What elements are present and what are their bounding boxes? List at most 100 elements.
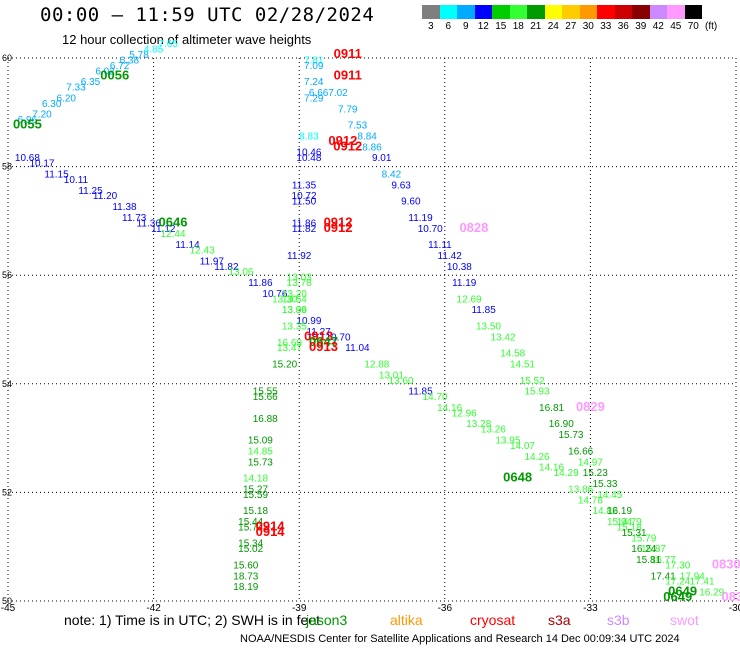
wave-height-label: 11.20 (93, 191, 118, 202)
wave-height-label: 6.72 (110, 61, 130, 72)
wave-height-label: 14.18 (243, 474, 268, 485)
color-scale-label: 15 (495, 21, 507, 32)
color-scale-label: 24 (547, 21, 559, 32)
wave-height-label: 14.70 (423, 392, 448, 403)
wave-height-label: 15.73 (248, 457, 273, 468)
wave-height-label: 5.78 (129, 50, 149, 61)
pass-time-label: 0649 (663, 589, 692, 604)
wave-height-label: 14.07 (510, 441, 535, 452)
wave-height-label: 8.86 (362, 142, 382, 153)
wave-height-label: 7.79 (338, 104, 358, 115)
wave-height-label: 13.06 (282, 305, 307, 316)
color-swatch (597, 5, 615, 19)
wave-height-label: 13.06 (228, 267, 253, 278)
color-scale-label: 42 (652, 21, 664, 32)
wave-height-label: 11.42 (438, 251, 463, 262)
wave-height-label: 15.31 (622, 528, 647, 539)
color-scale-label: 39 (635, 21, 647, 32)
wave-height-label: 15.60 (233, 560, 258, 571)
wave-height-label: 11.86 (292, 218, 317, 229)
pass-time-label: 0914 (256, 518, 286, 533)
wave-height-label: 14.79 (617, 517, 642, 528)
footer-note: note: 1) Time is in UTC; 2) SWH is in fe… (64, 612, 320, 628)
wave-height-label: 10.46 (296, 148, 321, 159)
wave-height-label: 17.24 (665, 577, 690, 588)
wave-height-label: 14.82 (592, 506, 617, 517)
legend-cryosat: cryosat (470, 612, 516, 628)
wave-height-label: 6.96 (18, 115, 38, 126)
wave-height-label: 13.28 (466, 419, 491, 430)
wave-height-label: 10.48 (296, 153, 321, 164)
wave-height-label: 13.01 (379, 370, 404, 381)
color-swatch (579, 5, 597, 19)
wave-height-label: 6.30 (42, 99, 62, 110)
wave-height-label: 12.88 (364, 360, 389, 371)
wave-height-label: 9.63 (391, 180, 411, 191)
x-tick-label: -45 (1, 603, 16, 614)
wave-height-label: 13.20 (282, 289, 307, 300)
wave-height-label: 14.78 (578, 495, 603, 506)
y-tick-label: 52 (2, 487, 12, 497)
wave-height-label: 6.20 (57, 93, 77, 104)
wave-height-label: 13.78 (287, 278, 312, 289)
color-scale-label: 21 (530, 21, 542, 32)
wave-height-label: 13.26 (481, 425, 506, 436)
pass-time-label: 0912 (324, 214, 353, 229)
wave-height-label: 11.82 (214, 262, 239, 273)
pass-time-label: 0831 (722, 589, 740, 604)
color-scale-label: 3 (427, 21, 434, 32)
wave-height-label: 10.72 (292, 191, 317, 202)
wave-height-label: 8.83 (299, 131, 319, 142)
wave-height-label: 17.41 (690, 577, 715, 588)
wave-height-label: 12.69 (457, 294, 482, 305)
wave-height-label: 15.94 (607, 517, 632, 528)
wave-height-label: 15.79 (631, 533, 656, 544)
wave-height-label: 12.44 (160, 229, 185, 240)
legend-s3b: s3b (607, 612, 630, 628)
wave-height-label: 8.84 (357, 131, 377, 142)
color-scale-label: 18 (512, 21, 524, 32)
wave-height-label: 7.02 (328, 88, 348, 99)
color-scale-label: 30 (582, 21, 594, 32)
y-tick-label: 50 (2, 596, 12, 606)
wave-height-label: 16.81 (539, 403, 564, 414)
color-scale-label: 70 (687, 21, 699, 32)
wave-height-label: 10.11 (64, 175, 89, 186)
color-swatch (632, 5, 650, 19)
legend-altika: altika (390, 612, 423, 628)
wave-height-label: 11.92 (287, 251, 312, 262)
color-scale-unit: (ft) (705, 21, 718, 32)
color-swatch (614, 5, 632, 19)
wave-height-label: 14.16 (437, 403, 462, 414)
wave-height-label: 7.09 (304, 61, 324, 72)
wave-height-label: 17.41 (651, 571, 676, 582)
wave-height-label: 13.03 (287, 273, 312, 284)
wave-height-label: 8.42 (382, 169, 402, 180)
pass-time-label: 0647 (309, 334, 338, 349)
pass-time-label: 0912 (333, 138, 362, 153)
wave-height-label: 13.47 (277, 343, 302, 354)
wave-height-label: 11.15 (44, 169, 69, 180)
wave-height-label: 11.11 (428, 240, 452, 251)
pass-time-label: 0911 (334, 46, 362, 61)
pass-time-label: 0912 (328, 133, 357, 148)
color-swatch (509, 5, 527, 19)
footer-credit: NOAA/NESDIS Center for Satellite Applica… (240, 633, 680, 645)
wave-height-label: 11.85 (471, 305, 496, 316)
wave-height-label: 14.85 (248, 446, 273, 457)
wave-height-label: 11.97 (200, 256, 225, 267)
wave-height-label: 10.76 (262, 289, 287, 300)
wave-height-label: 11.19 (408, 213, 433, 224)
wave-height-label: 17.94 (680, 571, 705, 582)
wave-height-label: 11.14 (175, 240, 200, 251)
wave-height-label: 13.60 (389, 376, 414, 387)
y-tick-label: 56 (2, 270, 12, 280)
color-swatch (544, 5, 562, 19)
legend-swot: swot (670, 612, 699, 628)
wave-height-label: 14.51 (510, 360, 535, 371)
plot-axes: -45 -42 -39 -36 -33 -30 50 52 54 56 58 60 (1, 53, 740, 614)
wave-height-label: 15.93 (524, 387, 549, 398)
wave-height-label: 13.54 (282, 294, 307, 305)
wave-height-label: 14.97 (578, 457, 603, 468)
wave-height-label: 16.66 (568, 446, 593, 457)
